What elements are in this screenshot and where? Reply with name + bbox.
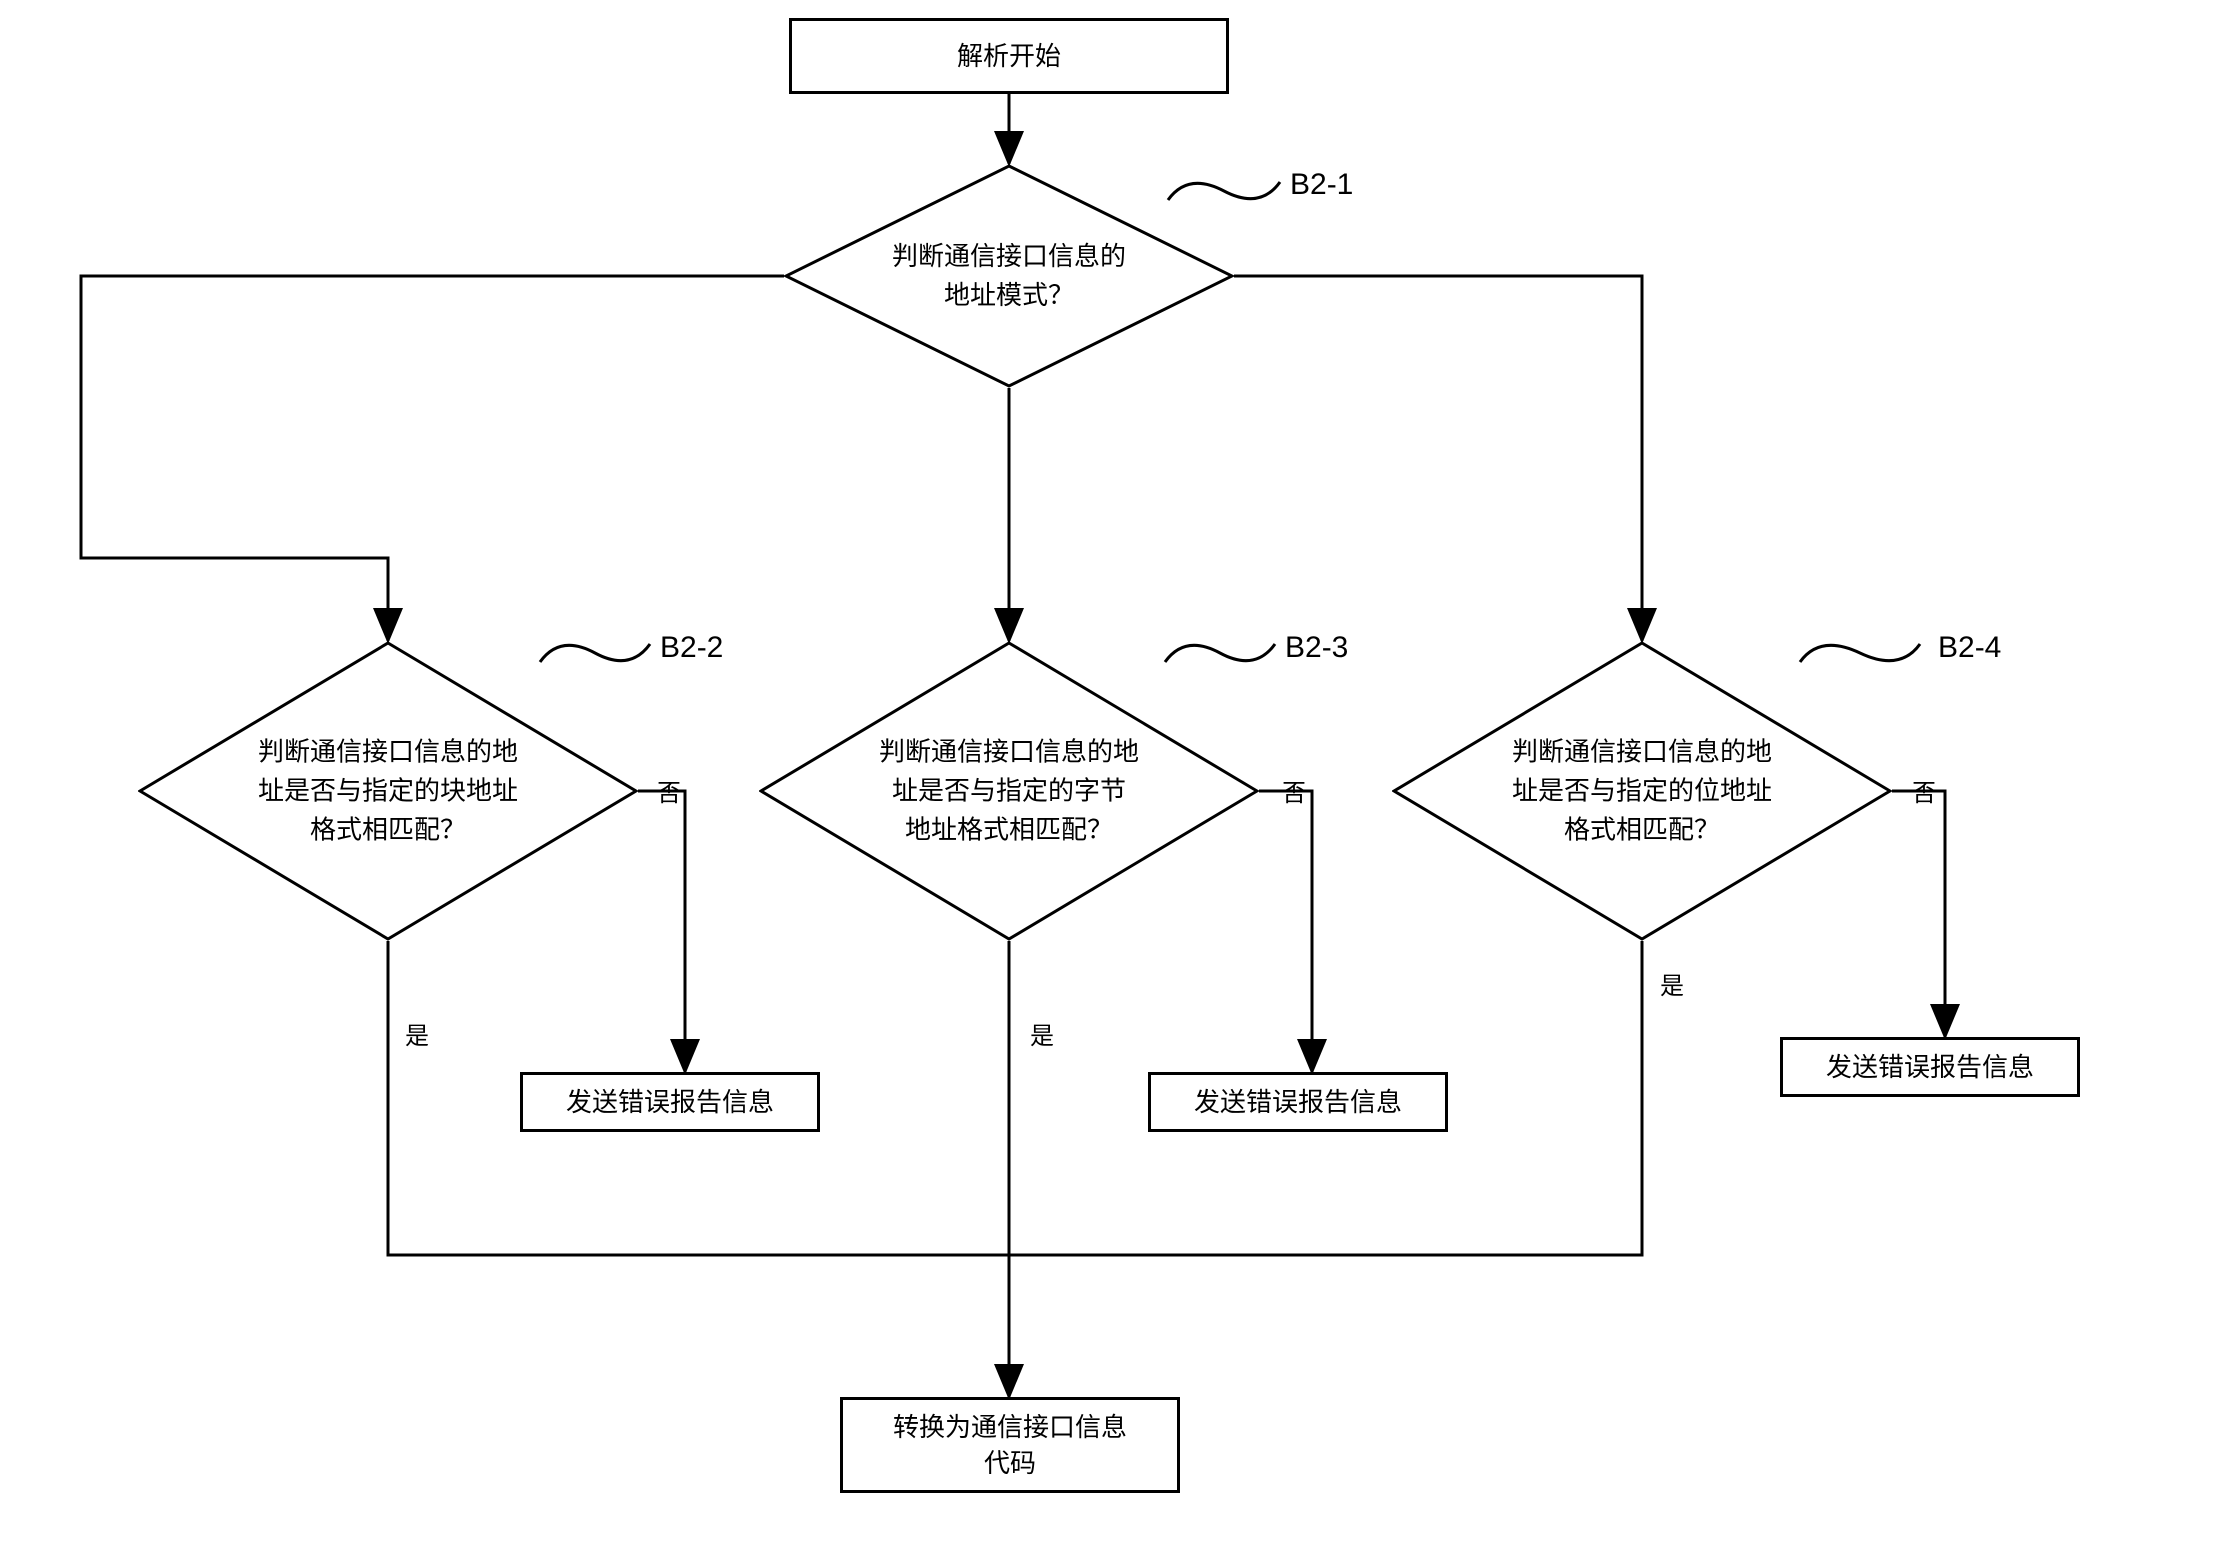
label-b2-4: B2-4 — [1938, 631, 2001, 665]
d1-line2: 地址模式？ — [944, 280, 1074, 310]
node-err3: 发送错误报告信息 — [1780, 1037, 2080, 1097]
err3-text: 发送错误报告信息 — [1826, 1049, 2034, 1085]
d1-line1: 判断通信接口信息的 — [892, 241, 1126, 271]
d2-line2: 址是否与指定的块地址 — [258, 776, 518, 806]
node-d1: 判断通信接口信息的 地址模式？ — [784, 164, 1234, 388]
edge-label-d2-no: 否 — [657, 773, 681, 808]
label-b2-3: B2-3 — [1285, 631, 1348, 665]
node-start: 解析开始 — [789, 18, 1229, 94]
edge-label-d4-yes: 是 — [1660, 966, 1684, 1001]
flowchart-canvas: 解析开始 判断通信接口信息的 地址模式？ 判断通信接口信息的地 址是否与指定的块… — [0, 0, 2213, 1549]
node-d4: 判断通信接口信息的地 址是否与指定的位地址 格式相匹配？ — [1392, 641, 1892, 941]
d3-line2: 址是否与指定的字节 — [892, 776, 1126, 806]
d2-line3: 格式相匹配？ — [310, 815, 466, 845]
edge-label-d2-yes: 是 — [405, 1016, 429, 1051]
edge-label-d3-yes: 是 — [1030, 1016, 1054, 1051]
d4-line3: 格式相匹配？ — [1564, 815, 1720, 845]
d3-line3: 地址格式相匹配？ — [905, 815, 1113, 845]
node-d2: 判断通信接口信息的地 址是否与指定的块地址 格式相匹配？ — [138, 641, 638, 941]
label-b2-2: B2-2 — [660, 631, 723, 665]
d4-line2: 址是否与指定的位地址 — [1512, 776, 1772, 806]
edge-label-d4-no: 否 — [1912, 773, 1936, 808]
err2-text: 发送错误报告信息 — [1194, 1084, 1402, 1120]
err1-text: 发送错误报告信息 — [566, 1084, 774, 1120]
end-line2: 代码 — [984, 1448, 1036, 1478]
node-err1: 发送错误报告信息 — [520, 1072, 820, 1132]
d3-line1: 判断通信接口信息的地 — [879, 737, 1139, 767]
node-err2: 发送错误报告信息 — [1148, 1072, 1448, 1132]
edge-label-d3-no: 否 — [1282, 773, 1306, 808]
label-b2-1: B2-1 — [1290, 168, 1353, 202]
node-start-text: 解析开始 — [957, 38, 1061, 74]
node-end: 转换为通信接口信息 代码 — [840, 1397, 1180, 1493]
node-d3: 判断通信接口信息的地 址是否与指定的字节 地址格式相匹配？ — [759, 641, 1259, 941]
end-line1: 转换为通信接口信息 — [893, 1412, 1127, 1442]
d4-line1: 判断通信接口信息的地 — [1512, 737, 1772, 767]
d2-line1: 判断通信接口信息的地 — [258, 737, 518, 767]
